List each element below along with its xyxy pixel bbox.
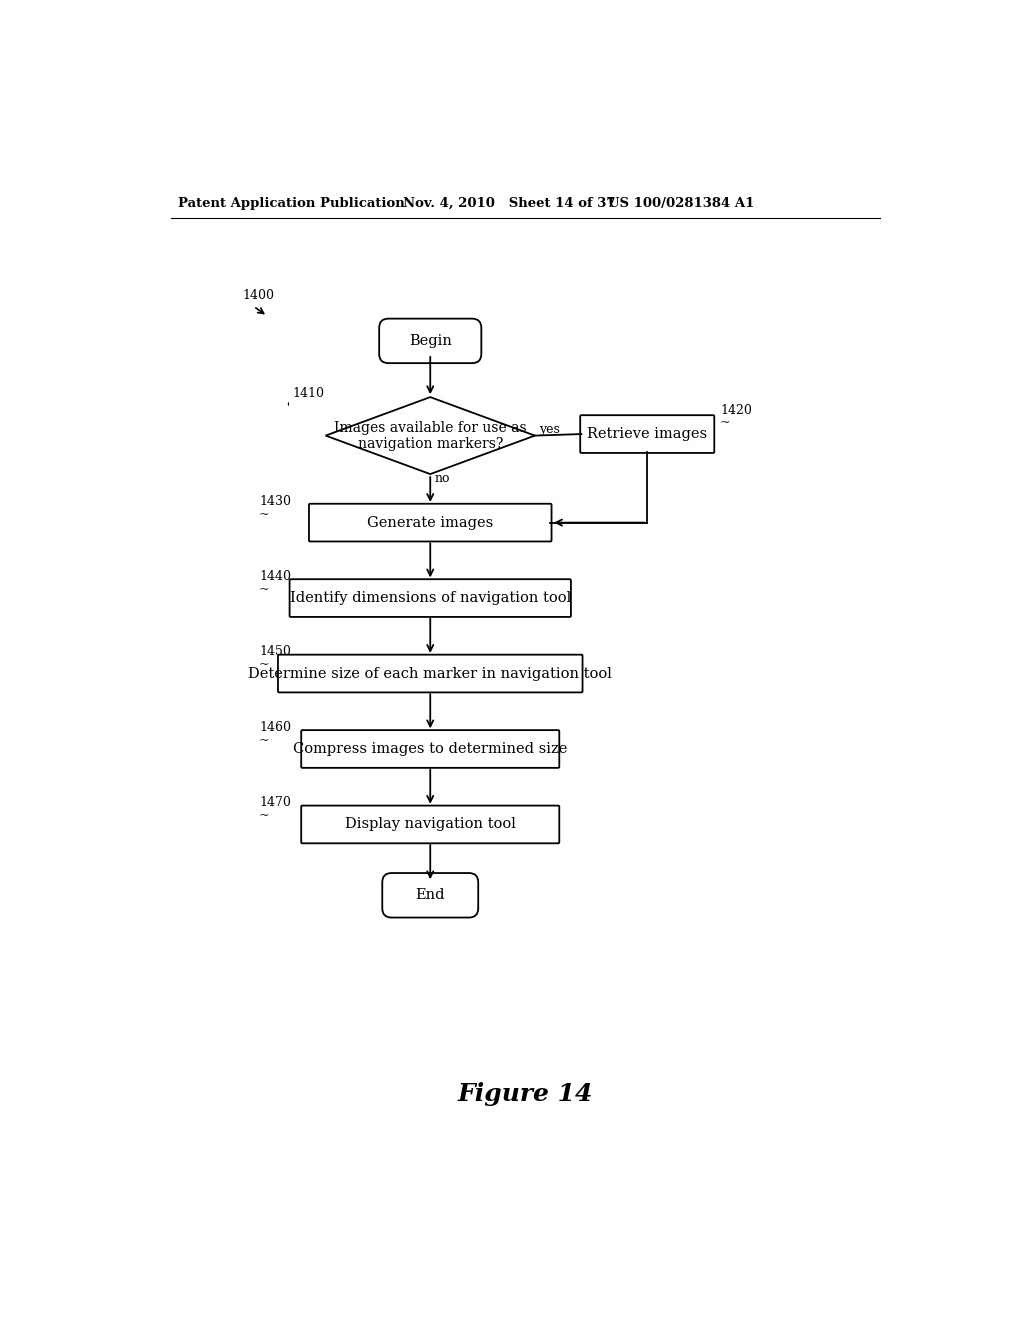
Text: 1470: 1470 (260, 796, 292, 809)
Text: Begin: Begin (409, 334, 452, 348)
FancyBboxPatch shape (379, 318, 481, 363)
FancyBboxPatch shape (309, 504, 552, 541)
Text: ~: ~ (258, 809, 268, 822)
Text: ~: ~ (258, 508, 268, 520)
Text: yes: yes (539, 422, 560, 436)
Text: Compress images to determined size: Compress images to determined size (293, 742, 567, 756)
Text: ~: ~ (258, 659, 268, 672)
Text: US 100/0281384 A1: US 100/0281384 A1 (608, 197, 755, 210)
Text: 1460: 1460 (260, 721, 292, 734)
Text: 1420: 1420 (721, 404, 753, 417)
Text: Display navigation tool: Display navigation tool (345, 817, 516, 832)
FancyBboxPatch shape (301, 730, 559, 768)
Text: Images available for use as
navigation markers?: Images available for use as navigation m… (334, 421, 526, 450)
Text: ~: ~ (719, 416, 730, 429)
FancyBboxPatch shape (278, 655, 583, 693)
Text: Retrieve images: Retrieve images (587, 428, 708, 441)
Text: 1450: 1450 (260, 645, 292, 659)
Text: Determine size of each marker in navigation tool: Determine size of each marker in navigat… (248, 667, 612, 681)
Text: End: End (416, 888, 445, 903)
Text: 1410: 1410 (292, 387, 325, 400)
Text: Figure 14: Figure 14 (457, 1082, 593, 1106)
Text: Nov. 4, 2010   Sheet 14 of 37: Nov. 4, 2010 Sheet 14 of 37 (403, 197, 615, 210)
FancyBboxPatch shape (581, 416, 715, 453)
Text: 1400: 1400 (243, 289, 274, 302)
Text: 1440: 1440 (260, 570, 292, 583)
FancyBboxPatch shape (290, 579, 571, 616)
Text: ~: ~ (258, 583, 268, 597)
Polygon shape (326, 397, 535, 474)
FancyBboxPatch shape (301, 805, 559, 843)
Text: 1430: 1430 (260, 495, 292, 508)
Text: Identify dimensions of navigation tool: Identify dimensions of navigation tool (290, 591, 570, 605)
Text: ~: ~ (258, 734, 268, 747)
FancyBboxPatch shape (382, 873, 478, 917)
Text: Generate images: Generate images (368, 516, 494, 529)
Text: no: no (434, 473, 450, 486)
Text: Patent Application Publication: Patent Application Publication (178, 197, 406, 210)
